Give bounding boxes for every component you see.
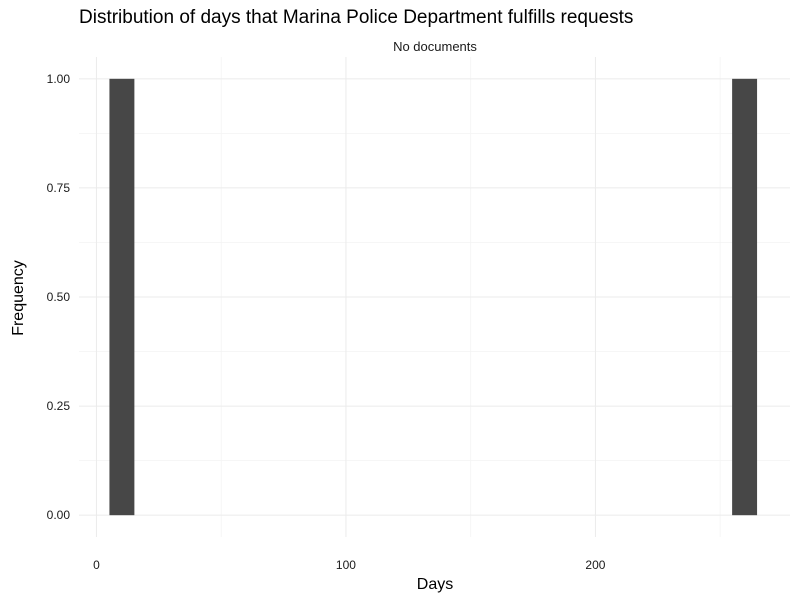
facet-label: No documents [393,39,477,54]
x-tick-label: 200 [585,558,605,572]
x-axis-title: Days [417,576,453,593]
histogram-bar-2 [732,78,758,516]
x-axis-ticks: 0 100 200 [93,558,606,572]
y-tick-label: 0.75 [47,181,71,195]
x-tick-label: 100 [336,558,356,572]
grid-layer [79,57,790,537]
histogram-bar-1 [109,78,135,516]
chart-title: Distribution of days that Marina Police … [79,7,633,28]
y-tick-label: 0.00 [47,508,71,522]
bars [109,78,758,516]
y-axis-ticks: 0.00 0.25 0.50 0.75 1.00 [47,72,71,522]
y-tick-label: 0.25 [47,399,71,413]
y-axis-title: Frequency [10,260,27,336]
y-tick-label: 0.50 [47,290,71,304]
x-tick-label: 0 [93,558,100,572]
y-tick-label: 1.00 [47,72,71,86]
